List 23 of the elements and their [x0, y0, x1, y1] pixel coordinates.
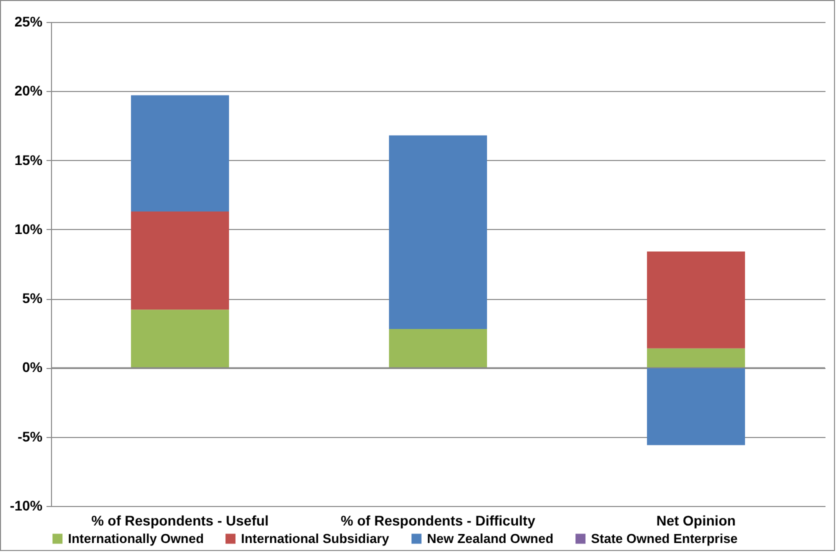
bar: [130, 211, 230, 310]
x-tick-label: % of Respondents - Useful: [91, 512, 269, 528]
bar: [130, 310, 230, 368]
x-tick-label: % of Respondents - Difficulty: [340, 512, 536, 528]
y-tick-label: 25%: [14, 14, 44, 30]
bar: [388, 328, 488, 368]
y-tick-label: 15%: [14, 152, 44, 168]
bar: [646, 348, 746, 368]
y-tick-label: 5%: [22, 290, 44, 306]
y-tick-label: 20%: [14, 82, 44, 99]
bar: [646, 252, 746, 348]
y-tick-label: 10%: [14, 220, 44, 237]
y-tick-label: -5%: [18, 428, 44, 444]
y-tick-label: 0%: [22, 359, 44, 376]
bar: [130, 95, 230, 212]
legend-label: State Owned Enterprise: [591, 530, 738, 546]
y-tick-label: -10%: [10, 498, 44, 514]
legend-label: Internationally Owned: [68, 530, 204, 546]
bar: [388, 135, 488, 329]
legend-label: New Zealand Owned: [427, 530, 554, 546]
bar: [646, 368, 746, 446]
legend-label: International Subsidiary: [241, 530, 390, 546]
x-tick-label: Net Opinion: [656, 512, 736, 528]
